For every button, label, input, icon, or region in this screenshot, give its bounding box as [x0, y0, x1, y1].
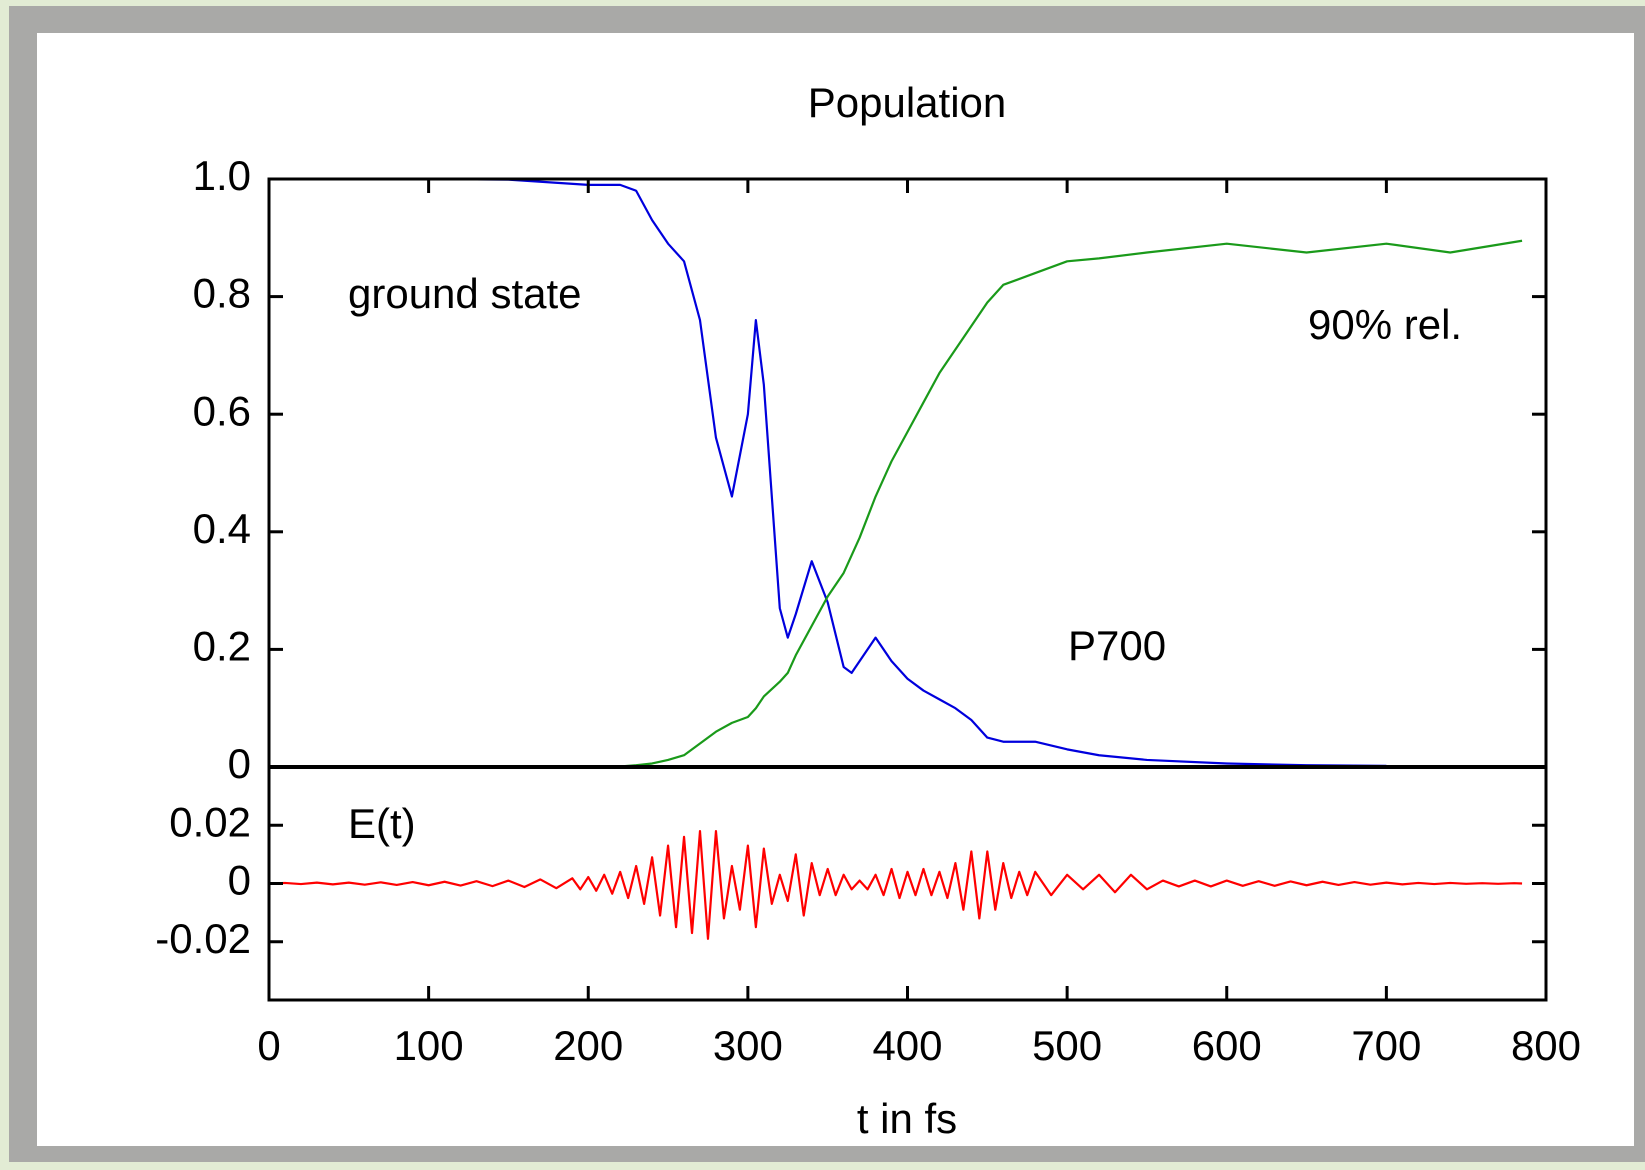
- panel: [37, 33, 1634, 1146]
- x-tick-label: 600: [1192, 1022, 1262, 1069]
- x-tick-label: 700: [1351, 1022, 1421, 1069]
- y-tick-label: 0.4: [193, 505, 251, 552]
- series-label: E(t): [348, 800, 416, 847]
- series-line: [269, 177, 1387, 767]
- plot-frame: [267, 177, 1548, 1002]
- x-tick-label: 300: [713, 1022, 783, 1069]
- series-line: [269, 239, 1523, 769]
- y-tick-label: 0: [228, 740, 251, 787]
- series-label: P700: [1068, 622, 1166, 669]
- series-line: [268, 829, 1523, 940]
- x-axis-label: t in fs: [857, 1095, 957, 1142]
- y-tick-label: 0.02: [169, 798, 251, 845]
- x-tick-label: 200: [553, 1022, 623, 1069]
- x-tick-label: 100: [394, 1022, 464, 1069]
- y-tick-label: 0: [228, 857, 251, 904]
- annotation: 90% rel.: [1308, 301, 1462, 348]
- x-tick-label: 0: [257, 1022, 280, 1069]
- y-tick-label: 0.6: [193, 387, 251, 434]
- chart-title: Population: [808, 79, 1007, 126]
- series-label: ground state: [348, 270, 582, 317]
- x-tick-label: 500: [1032, 1022, 1102, 1069]
- x-tick-label: 400: [872, 1022, 942, 1069]
- y-tick-label: 0.8: [193, 270, 251, 317]
- y-tick-label: -0.02: [155, 915, 251, 962]
- y-tick-label: 1.0: [193, 152, 251, 199]
- y-tick-label: 0.2: [193, 622, 251, 669]
- x-tick-label: 800: [1511, 1022, 1581, 1069]
